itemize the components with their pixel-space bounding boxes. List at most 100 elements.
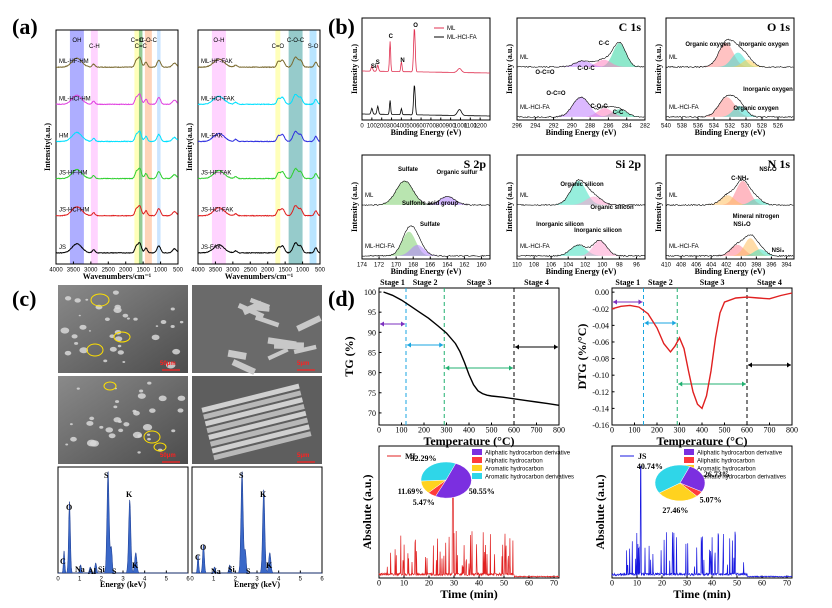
spectrum-line xyxy=(55,242,179,254)
survey-line xyxy=(362,29,490,74)
series-label: ML xyxy=(669,193,678,199)
element-label: K xyxy=(260,490,267,499)
peak-label: Inorganic oxygen xyxy=(739,42,789,48)
panel-letter-c: (c) xyxy=(12,286,36,311)
peak-label: Mineral nitrogen xyxy=(733,214,780,220)
envelope-line xyxy=(665,94,794,118)
particle xyxy=(109,346,117,352)
series-label: ML-HCl-FA xyxy=(669,244,699,250)
x-axis-label: Time (min) xyxy=(673,587,730,601)
x-axis-label: Wavenumbers/cm⁻¹ xyxy=(225,272,294,281)
x-tick-label: 400 xyxy=(696,426,708,435)
legend-label: Aliphatic hydrocarbon xyxy=(485,459,543,465)
x-tick-label: 0 xyxy=(377,426,381,435)
x-tick-label: 1 xyxy=(78,577,82,583)
plot-frame xyxy=(191,466,323,574)
fitted-component xyxy=(517,43,645,67)
x-tick-label: 286 xyxy=(603,124,614,130)
series-label: JS xyxy=(59,245,66,251)
legend-swatch xyxy=(472,473,482,479)
y-tick-label: -0.08 xyxy=(592,355,609,364)
particle xyxy=(151,334,160,341)
peak-label: Organic silicon xyxy=(560,182,604,188)
element-label: K xyxy=(126,490,133,499)
crystal xyxy=(227,349,247,360)
series-label: ML-HCl-FA xyxy=(669,105,699,111)
y-axis-label: TG (%) xyxy=(342,336,356,376)
particle xyxy=(166,361,176,369)
x-tick-label: 398 xyxy=(751,263,762,269)
peak-label: Inorganic silicon xyxy=(574,228,622,234)
plot-frame xyxy=(516,17,646,121)
pie-slice xyxy=(654,464,691,494)
x-tick-label: 1200 xyxy=(473,124,487,130)
fitted-component xyxy=(362,180,490,205)
crystal xyxy=(293,344,317,355)
x-tick-label: 98 xyxy=(616,263,623,269)
particle xyxy=(170,325,175,329)
crystal xyxy=(267,347,289,361)
x-tick-label: 3000 xyxy=(226,268,240,274)
gcms-chart-js: 0 10 20 30 40 50 60 70 Time (min) Absolute (a.u.)… xyxy=(593,445,793,601)
y-tick-label: -0.02 xyxy=(592,305,609,314)
spectrum-line xyxy=(197,167,320,180)
x-tick-label: 20 xyxy=(658,579,666,588)
x-tick-label: 4000 xyxy=(191,268,205,274)
panel-letter-d: (d) xyxy=(328,286,355,311)
x-tick-label: 292 xyxy=(549,124,560,130)
stage-label: Stage 4 xyxy=(757,278,782,287)
y-axis-label: Absolute (a.u.) xyxy=(593,474,607,549)
particle xyxy=(71,334,78,339)
x-axis-label: Binding Energy (eV) xyxy=(695,128,766,137)
fitted-component xyxy=(666,249,794,256)
sem-image-3 xyxy=(58,376,188,464)
fitted-component xyxy=(517,59,645,67)
particle xyxy=(149,408,156,413)
y-axis-label: Intensity (a.u.) xyxy=(350,44,359,94)
peak-label: Organic silicon xyxy=(590,205,634,211)
x-tick-label: 400 xyxy=(463,426,475,435)
particle xyxy=(79,347,89,354)
chart-title: S 2p xyxy=(464,157,487,171)
envelope-line xyxy=(361,225,491,257)
x-tick-label: 532 xyxy=(725,124,736,130)
sem-scale-label-1: 50μm xyxy=(160,361,176,367)
x-tick-label: 700 xyxy=(426,124,437,130)
series-label: HM xyxy=(59,133,68,139)
particle xyxy=(122,361,126,363)
particle xyxy=(69,423,73,426)
x-tick-label: 600 xyxy=(508,426,520,435)
x-tick-label: 300 xyxy=(674,426,686,435)
particle xyxy=(142,424,153,431)
crystal xyxy=(211,424,310,454)
stage-arrowhead xyxy=(407,342,444,348)
x-tick-label: 1500 xyxy=(278,268,292,274)
particle xyxy=(133,317,138,321)
y-tick-label: -0.06 xyxy=(592,338,609,347)
x-tick-label: 5 xyxy=(299,577,303,583)
element-label: S xyxy=(246,567,251,576)
legend-label: ML xyxy=(447,26,456,32)
highlight-circle xyxy=(113,331,131,343)
plot-frame xyxy=(665,154,795,260)
particle xyxy=(177,408,184,413)
particle xyxy=(158,395,167,402)
x-tick-label: 300 xyxy=(441,426,453,435)
pie-slice xyxy=(658,482,698,502)
particle xyxy=(137,393,146,399)
x-tick-label: 106 xyxy=(546,263,557,269)
sem-scale-label-4: 5μm xyxy=(297,453,309,459)
x-tick-label: 166 xyxy=(425,263,436,269)
stage-label: Stage 2 xyxy=(648,278,673,287)
particle xyxy=(122,313,129,318)
sem-scale-label-3: 50μm xyxy=(160,453,176,459)
x-tick-label: 300 xyxy=(387,124,398,130)
envelope-line xyxy=(665,234,794,257)
plot-frame xyxy=(611,445,793,579)
series-label: ML xyxy=(520,55,529,61)
x-tick-label: 800 xyxy=(436,124,447,130)
x-axis-label: Temperature (°C) xyxy=(656,434,747,448)
particle xyxy=(108,433,116,439)
x-tick-label: 500 xyxy=(486,426,498,435)
fitted-component xyxy=(517,180,645,205)
